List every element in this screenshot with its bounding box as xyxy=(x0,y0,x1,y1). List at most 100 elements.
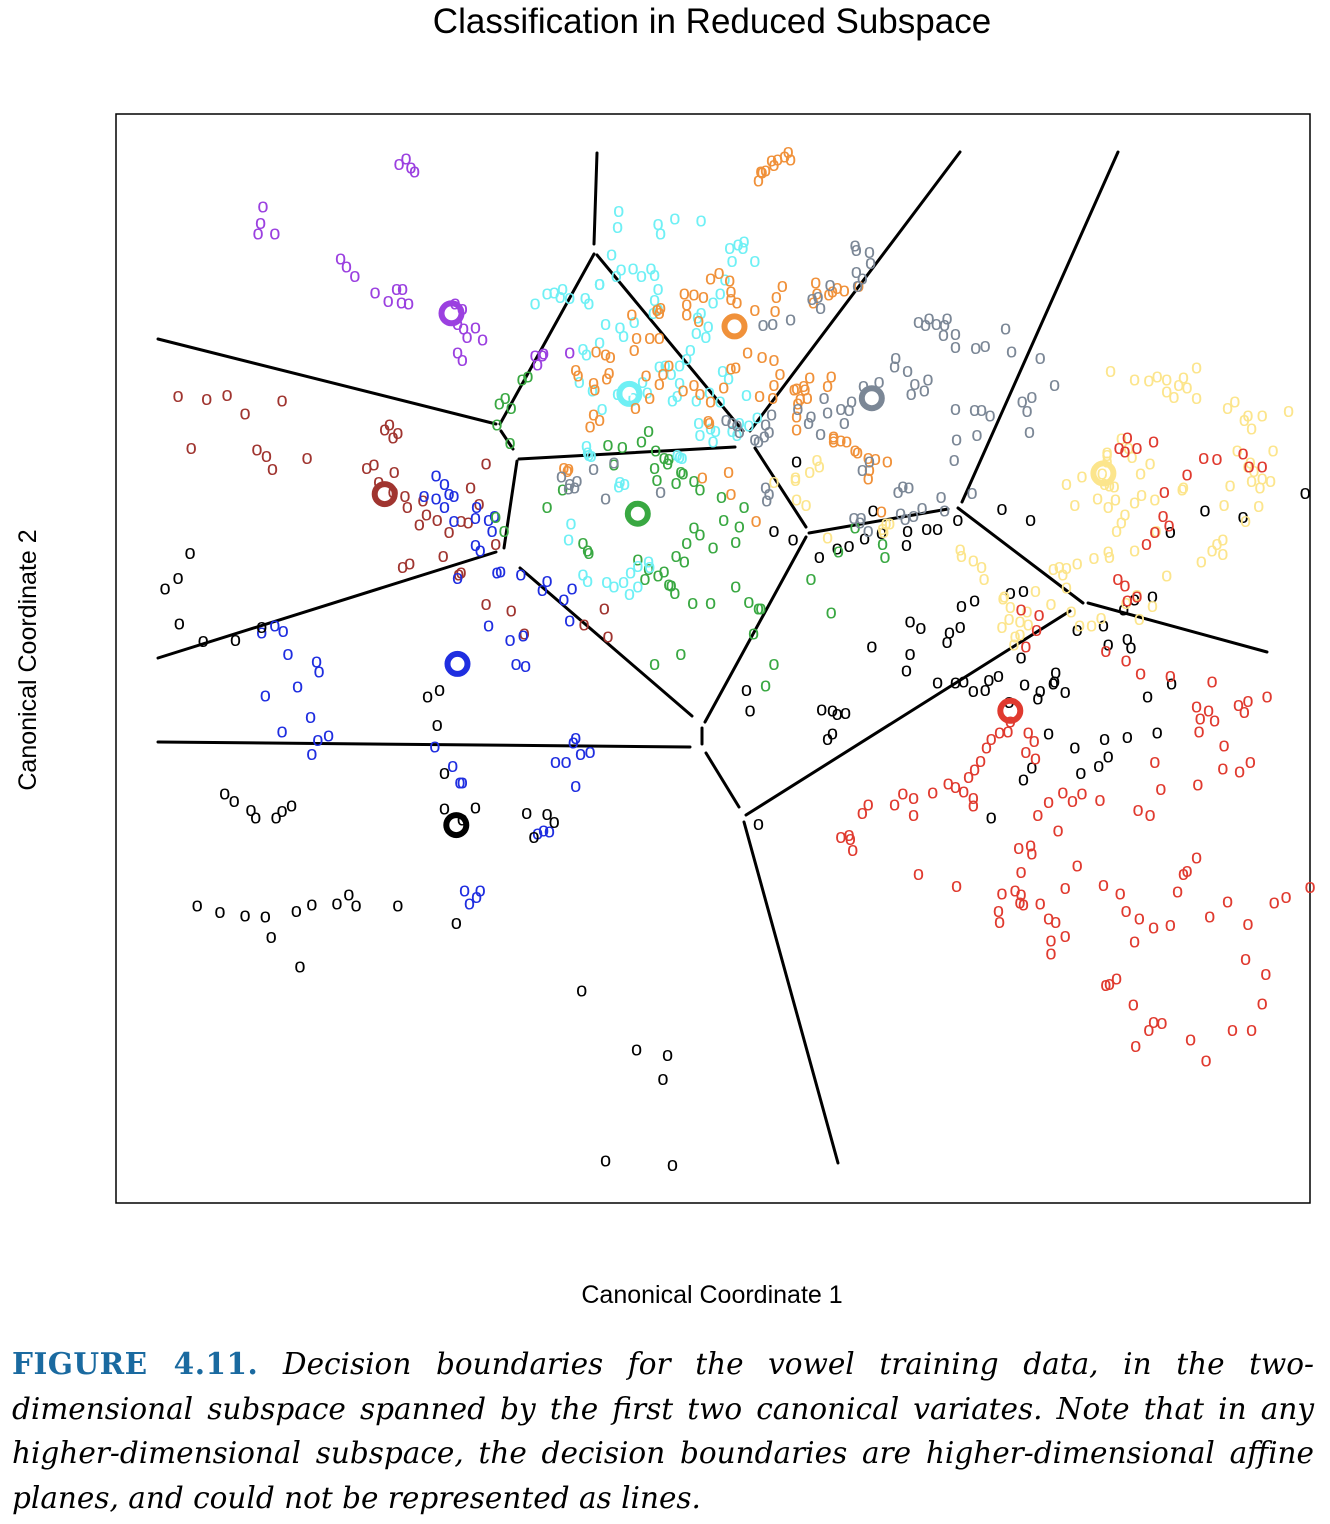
data-point: o xyxy=(558,457,569,479)
data-point: o xyxy=(583,444,594,466)
data-point: o xyxy=(1166,673,1177,695)
data-point: o xyxy=(1122,726,1133,748)
centroid-dot xyxy=(1008,708,1013,713)
data-point: o xyxy=(173,567,184,589)
data-point: o xyxy=(1159,481,1170,503)
data-point: o xyxy=(681,532,692,554)
data-point: o xyxy=(655,481,666,503)
data-point: o xyxy=(956,595,967,617)
data-point: o xyxy=(889,793,900,815)
data-point: o xyxy=(260,684,271,706)
data-point: o xyxy=(417,490,428,512)
data-point: o xyxy=(538,343,549,365)
data-point: o xyxy=(1257,456,1268,478)
data-point: o xyxy=(667,1154,678,1176)
data-point: o xyxy=(716,486,727,508)
data-point: o xyxy=(541,283,552,305)
data-point: o xyxy=(475,879,486,901)
data-point: o xyxy=(835,826,846,848)
data-point: o xyxy=(704,412,715,434)
data-point: o xyxy=(1164,515,1175,537)
data-point: o xyxy=(1098,874,1109,896)
data-point: o xyxy=(1253,495,1264,517)
data-point: o xyxy=(1304,876,1315,898)
data-point: o xyxy=(993,900,1004,922)
data-point: o xyxy=(705,418,716,440)
data-point: o xyxy=(1023,614,1034,636)
data-point: o xyxy=(725,280,736,302)
data-point: o xyxy=(473,493,484,515)
data-point: o xyxy=(174,613,185,635)
data-point: o xyxy=(1143,1019,1154,1041)
data-point: o xyxy=(789,378,800,400)
data-point: o xyxy=(1134,908,1145,930)
data-point: o xyxy=(718,376,729,398)
centroid-dot xyxy=(455,661,460,666)
centroid-dot xyxy=(869,396,874,401)
data-point: o xyxy=(943,773,954,795)
data-point: o xyxy=(693,412,704,434)
data-point: o xyxy=(459,879,470,901)
data-point: o xyxy=(713,262,724,284)
data-point: o xyxy=(349,265,360,287)
data-point: o xyxy=(1045,593,1056,615)
decision-boundaries xyxy=(156,150,1269,1165)
data-point: o xyxy=(643,420,654,442)
data-point: o xyxy=(1060,681,1071,703)
data-point: o xyxy=(522,365,533,387)
data-point: o xyxy=(696,210,707,232)
data-point: o xyxy=(483,509,494,531)
data-point: o xyxy=(770,300,781,322)
data-point: o xyxy=(564,473,575,495)
data-point: o xyxy=(1053,820,1064,842)
data-point: o xyxy=(331,892,342,914)
data-point: o xyxy=(1128,994,1139,1016)
data-point: o xyxy=(857,267,868,289)
data-point: o xyxy=(457,349,468,371)
data-point: o xyxy=(882,450,893,472)
data-point: o xyxy=(1025,835,1036,857)
data-point: o xyxy=(439,473,450,495)
data-point: o xyxy=(414,514,425,536)
data-point: o xyxy=(1217,543,1228,565)
data-point: o xyxy=(1104,546,1115,568)
data-point: o xyxy=(600,344,611,366)
data-point: o xyxy=(768,471,779,493)
data-point: o xyxy=(1217,529,1228,551)
data-point: o xyxy=(350,895,361,917)
data-point: o xyxy=(490,506,501,528)
data-point: o xyxy=(475,540,486,562)
data-point: o xyxy=(430,465,441,487)
data-point: o xyxy=(791,450,802,472)
data-point: o xyxy=(557,479,568,501)
data-point: o xyxy=(827,280,838,302)
data-point: o xyxy=(939,314,950,336)
data-point: o xyxy=(813,286,824,308)
data-point: o xyxy=(1245,451,1256,473)
data-point: o xyxy=(1122,628,1133,650)
data-point: o xyxy=(1010,626,1021,648)
data-point: o xyxy=(1014,624,1025,646)
data-point: o xyxy=(1016,598,1027,620)
boundary-line xyxy=(156,740,692,749)
data-point: o xyxy=(276,800,287,822)
data-point: o xyxy=(256,616,267,638)
data-point: o xyxy=(649,289,660,311)
data-point: o xyxy=(624,583,635,605)
data-point: o xyxy=(850,517,861,539)
data-point: o xyxy=(396,291,407,313)
data-point: o xyxy=(563,458,574,480)
data-point: o xyxy=(704,382,715,404)
data-point: o xyxy=(438,545,449,567)
data-point: o xyxy=(257,196,268,218)
data-point: o xyxy=(767,387,778,409)
data-point: o xyxy=(629,339,640,361)
centroid-dot xyxy=(382,492,387,497)
data-point: o xyxy=(669,582,680,604)
data-point: o xyxy=(636,431,647,453)
data-point: o xyxy=(691,389,702,411)
data-point: o xyxy=(865,252,876,274)
data-point: o xyxy=(863,793,874,815)
data-point: o xyxy=(383,290,394,312)
